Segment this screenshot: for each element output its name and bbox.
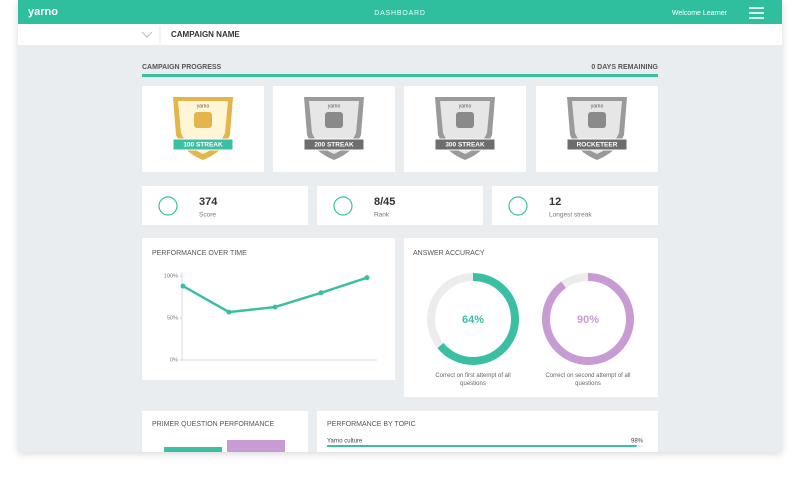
badge-label: 200 STREAK [314, 142, 354, 149]
chart-title: PERFORMANCE BY TOPIC [327, 421, 416, 428]
badge-ribbon [172, 138, 234, 151]
donut-value: 90% [577, 314, 599, 326]
chart-title: PERFORMANCE OVER TIME [152, 250, 247, 257]
card-title: PRIMER QUESTION PERFORMANCE [152, 421, 274, 428]
progress-bar [142, 74, 658, 77]
donut-caption: Correct on first attempt of all question… [435, 373, 511, 387]
campaign-name[interactable]: CAMPAIGN NAME [171, 30, 240, 39]
donut-caption-box: Correct on second attempt of all questio… [545, 373, 631, 387]
dropdown-chevron[interactable] [141, 31, 153, 38]
stat-icon [508, 196, 528, 216]
donut-value: 64% [462, 314, 484, 326]
badge-ribbon [303, 138, 365, 151]
primer-bar [164, 447, 222, 452]
donut-arc [427, 273, 519, 365]
stat-icon [158, 196, 178, 216]
stat-value: 8/45 [374, 196, 395, 208]
card [142, 186, 308, 225]
badge-brand: yarno [328, 103, 341, 109]
section-title: CAMPAIGN PROGRESS [142, 64, 222, 71]
badge-label: 100 STREAK [183, 142, 223, 149]
topic-label: Yarno culture [327, 439, 363, 445]
topic-bar [327, 445, 637, 447]
y-tick-label: 0% [170, 357, 178, 363]
data-point [180, 283, 186, 289]
donut-arc [542, 273, 634, 365]
badge-icon [456, 112, 474, 128]
data-point [226, 309, 232, 315]
sub-header [18, 24, 782, 45]
window [18, 0, 782, 452]
donut-caption-box: Correct on first attempt of all question… [435, 373, 511, 387]
stat-label: Longest streak [549, 212, 592, 219]
badge-ribbon [566, 138, 628, 151]
data-point [318, 290, 324, 296]
badge-label: 300 STREAK [445, 142, 485, 149]
menu-button[interactable] [749, 7, 764, 19]
card [404, 238, 658, 397]
top-bar [18, 0, 782, 24]
card [317, 186, 483, 225]
logo[interactable]: yarno [28, 6, 58, 18]
stat-value: 12 [549, 196, 561, 208]
topic-value: 98% [631, 439, 644, 445]
user-greeting[interactable]: Welcome Learner [672, 10, 728, 17]
stat-label: Score [199, 212, 216, 219]
stat-value: 374 [199, 196, 218, 208]
badge-brand: yarno [197, 103, 210, 109]
card [492, 186, 658, 225]
badge-icon [194, 112, 212, 128]
data-point [272, 304, 278, 310]
stat-label: Rank [374, 212, 390, 219]
donut-caption: Correct on second attempt of all questio… [545, 373, 631, 387]
chart-title: ANSWER ACCURACY [413, 250, 485, 257]
primer-bar [227, 440, 285, 452]
badge-label: ROCKETEER [577, 142, 618, 149]
badge-brand: yarno [459, 103, 472, 109]
stat-icon [333, 196, 353, 216]
days-remaining: 0 DAYS REMAINING [591, 64, 658, 71]
badge-brand: yarno [591, 103, 604, 109]
badge-icon [325, 112, 343, 128]
page-title: DASHBOARD [374, 10, 426, 17]
badge-ribbon [434, 138, 496, 151]
y-tick-label: 50% [167, 315, 178, 321]
badge-icon [588, 112, 606, 128]
y-tick-label: 100% [164, 273, 178, 279]
data-point [364, 275, 370, 281]
